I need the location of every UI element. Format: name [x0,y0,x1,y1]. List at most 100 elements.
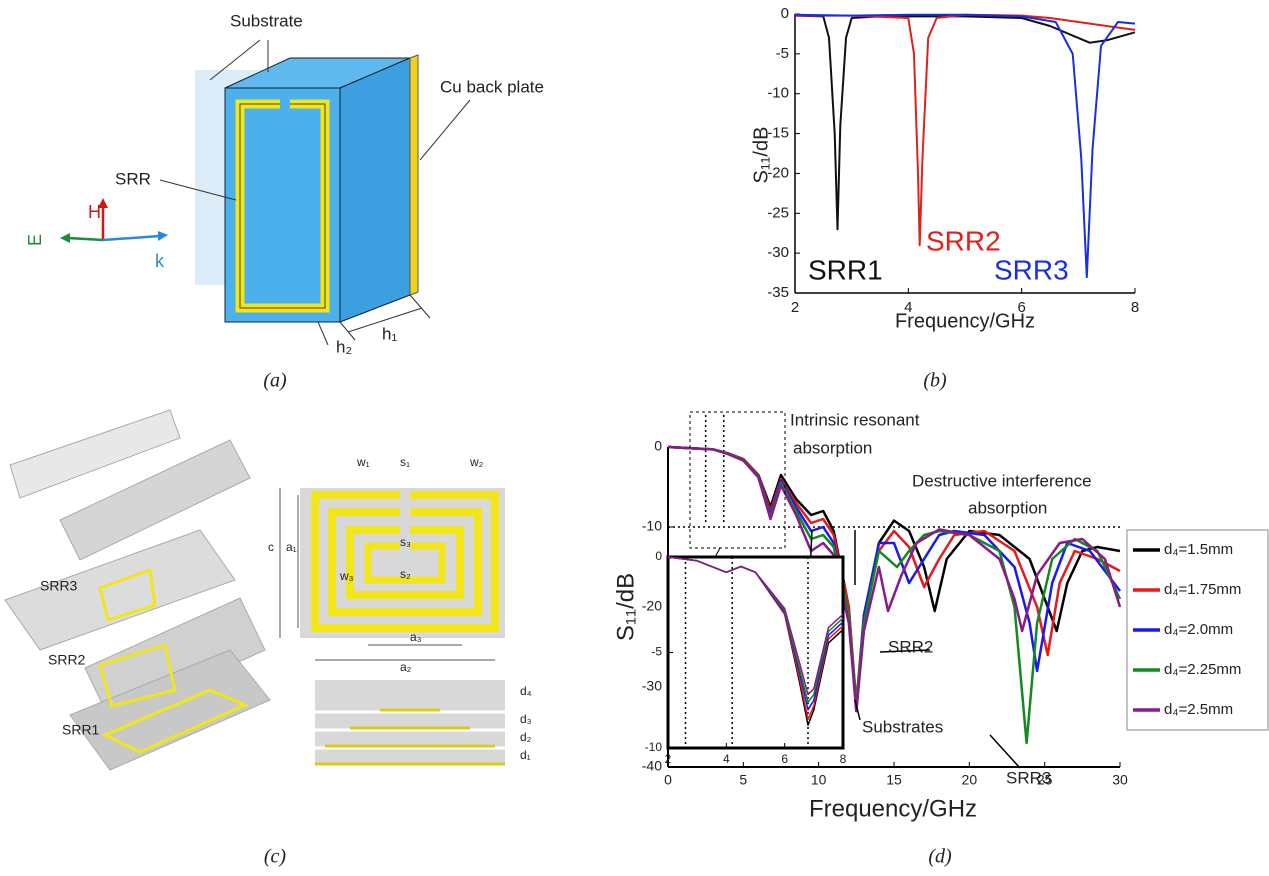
panel-a: Substrate Cu back plate SRR H E k h₁ h₂ [25,11,544,356]
y-tick-label: -25 [767,204,789,221]
caption: (c) [264,846,287,868]
x-tick-label: 25 [1037,772,1053,788]
srr-outline [239,103,326,309]
label: h₁ [382,324,397,343]
annotation: SRR3 [1006,768,1051,787]
sheet [9,409,181,499]
y-tick-label: -10 [645,740,663,754]
x-tick-label: 0 [664,772,672,788]
annotation: absorption [968,498,1047,517]
sheet [59,439,251,561]
dashed-box [689,411,786,549]
y-tick-label: 0 [655,549,662,563]
label: Cu back plate [440,77,544,96]
annotation: absorption [793,438,872,457]
label: SRR [115,169,151,188]
x-tick-label: 2 [665,752,672,766]
label: Substrate [230,11,303,30]
x-tick-label: 5 [739,772,747,788]
x-tick-label: 8 [840,752,847,766]
dim-label: d₃ [520,712,532,726]
dim-label: w₃ [339,569,354,583]
y-axis-label: S₁₁/dB [612,573,639,641]
series-label: SRR1 [808,254,883,285]
data-line [667,445,1122,713]
dim-label: s₁ [400,455,410,469]
legend-label: d₄=2.25mm [1164,661,1241,678]
x-tick-label: 4 [723,752,730,766]
annotation: SRR2 [888,637,933,656]
annotation: Intrinsic resonant [790,410,920,429]
arrow-head [158,231,168,241]
data-line [795,13,1136,247]
legend-label: d₄=2.0mm [1164,621,1233,638]
arrow-head [98,198,108,208]
caption: (a) [263,370,287,392]
y-tick-label: -15 [767,125,789,142]
dim-line [317,321,329,346]
substrate-side [339,57,411,323]
series-label: SRR2 [926,225,1001,256]
dim-label: a₂ [400,660,412,674]
srr-ring [101,688,249,754]
srr-ring [98,567,157,622]
caption: (d) [928,846,952,868]
ring [311,491,499,632]
ring [346,526,464,599]
y-tick-label: -30 [642,678,662,694]
y-tick-label: 0 [781,5,789,22]
x-tick-label: 6 [1017,299,1025,316]
dim-line [347,307,423,333]
annotation: Destructive interference [912,471,1092,490]
label: E [25,234,45,246]
series-label: SRR3 [994,254,1069,285]
y-axis-label: S₁₁/dB [750,127,772,184]
dim-label: w₁ [356,455,370,469]
k-arrow [102,234,161,242]
ring [328,508,482,616]
layer-label: SRR3 [40,578,78,594]
pointer [159,179,237,201]
pointer-arrow [854,699,861,721]
y-tick-label: -20 [767,164,789,181]
dim-label: s₂ [400,567,411,581]
dim-line [339,321,356,341]
x-tick-label: 2 [791,299,799,316]
y-tick-label: -10 [767,85,789,102]
x-tick-label: 8 [1131,299,1139,316]
legend-label: d₄=1.5mm [1164,541,1233,558]
x-axis-label: Frequency/GHz [895,310,1035,332]
y-tick-label: -10 [642,518,662,534]
legend-label: d₄=1.75mm [1164,581,1241,598]
label: H [88,202,101,222]
x-axis-label: Frequency/GHz [809,795,977,822]
layer-stack [315,680,505,765]
label: h₂ [336,337,352,356]
y-tick-label: -40 [642,758,662,774]
dim-label: d₁ [520,748,531,762]
dim-label: d₄ [520,684,532,698]
srr-ring [98,643,177,708]
layer-label: SRR2 [48,652,86,668]
label: k [155,251,165,271]
y-tick-label: -20 [642,598,662,614]
dim-label: c [268,540,274,554]
arrow-head [60,233,70,243]
dim-label: s₃ [400,535,411,549]
x-tick-label: 10 [811,772,827,788]
annotation: Substrates [862,717,943,736]
y-tick-label: -5 [651,645,662,659]
dim-label: a₃ [410,630,422,644]
y-tick-label: -5 [776,45,789,62]
ring [364,542,446,584]
cu-back-plate [409,54,419,296]
x-tick-label: 20 [962,772,978,788]
y-tick-label: 0 [654,438,662,454]
sheet [69,649,271,771]
sheet [4,529,236,651]
data-line [667,556,844,696]
x-tick-label: 4 [904,299,912,316]
caption: (b) [923,370,947,392]
pointer-arrow [879,649,931,653]
